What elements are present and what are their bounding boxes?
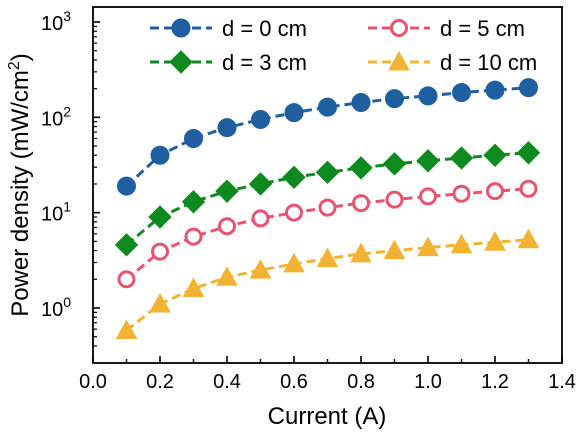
y-tick-base: 10: [41, 204, 63, 226]
data-point: [417, 236, 439, 257]
data-point: [249, 259, 272, 279]
x-tick-label: 0.0: [79, 371, 107, 393]
data-point: [382, 152, 407, 176]
data-point: [217, 118, 237, 138]
legend-label: d = 3 cm: [222, 50, 307, 75]
data-point: [285, 203, 303, 222]
data-point: [486, 182, 504, 201]
y-tick-exponent: 2: [63, 103, 71, 119]
x-tick-label: 0.2: [146, 371, 174, 393]
x-tick-label: 1.4: [548, 371, 576, 393]
data-point: [182, 277, 205, 298]
data-point: [216, 266, 238, 286]
series-layer: [114, 78, 541, 340]
y-tick-exponent: 3: [63, 8, 71, 24]
y-tick-exponent: 1: [63, 199, 71, 215]
y-tick-base: 10: [41, 299, 63, 321]
y-axis-label: Power density (mW/cm2): [6, 53, 34, 317]
data-point: [418, 86, 438, 106]
series-3: [115, 228, 540, 340]
legend-label: d = 10 cm: [440, 50, 537, 75]
data-point: [251, 109, 270, 129]
data-point: [385, 89, 404, 109]
data-point: [484, 231, 506, 251]
data-point: [115, 319, 138, 340]
data-point: [149, 293, 171, 313]
data-point: [385, 190, 404, 209]
y-tick-label: 103: [41, 8, 71, 35]
legend-item: d = 3 cm: [150, 50, 307, 75]
data-point: [215, 179, 239, 203]
legend-label: d = 0 cm: [222, 16, 307, 41]
data-point: [151, 242, 169, 261]
legend-marker: [171, 18, 191, 38]
data-point: [516, 141, 541, 165]
legend-marker: [169, 50, 193, 74]
data-point: [117, 176, 136, 196]
data-point: [483, 143, 507, 167]
legend-item: d = 5 cm: [368, 16, 525, 41]
legend-marker: [388, 50, 410, 71]
x-tick-label: 0.6: [280, 371, 308, 393]
x-tick-label: 0.8: [347, 371, 375, 393]
data-point: [318, 198, 337, 217]
data-point: [351, 93, 371, 113]
y-axis-label-close: ): [7, 53, 34, 61]
y-axis-label-main: Power density (mW/cm: [7, 70, 34, 317]
data-point: [184, 128, 203, 148]
data-point: [148, 205, 172, 229]
series-1: [117, 179, 538, 289]
data-point: [248, 172, 273, 196]
data-point: [114, 233, 139, 257]
data-point: [251, 209, 270, 228]
y-tick-exponent: 0: [63, 294, 71, 310]
data-point: [450, 233, 473, 254]
legend-item: d = 0 cm: [150, 16, 307, 41]
x-tick-label: 1.2: [481, 371, 509, 393]
data-point: [282, 165, 306, 189]
data-point: [352, 194, 370, 213]
data-point: [284, 103, 304, 123]
y-tick-label: 102: [41, 103, 71, 130]
y-tick-base: 10: [41, 13, 63, 35]
data-point: [350, 242, 372, 263]
series-2: [114, 141, 541, 257]
x-tick-label: 0.4: [213, 371, 241, 393]
data-point: [452, 184, 471, 203]
y-tick-base: 10: [41, 108, 63, 130]
data-point: [150, 145, 170, 165]
data-point: [452, 83, 471, 103]
series-0: [117, 78, 538, 196]
legend: d = 0 cm d = 5 cm d = 3 cm d = 10 cm: [150, 16, 537, 75]
data-point: [283, 252, 305, 273]
data-point: [318, 97, 337, 117]
data-point: [519, 179, 538, 198]
y-tick-label: 100: [41, 294, 71, 321]
data-point: [416, 149, 440, 173]
data-point: [517, 228, 540, 249]
data-point: [485, 80, 505, 100]
data-point: [419, 187, 437, 206]
legend-item: d = 10 cm: [368, 50, 537, 75]
data-point: [519, 78, 538, 98]
data-point: [315, 160, 340, 185]
y-tick-label: 101: [41, 199, 71, 226]
legend-marker: [390, 19, 408, 37]
data-point: [383, 239, 406, 260]
x-axis-label: Current (A): [268, 403, 387, 430]
x-axis: 0.0 0.2 0.4 0.6 0.8 1.0 1.2 1.4: [79, 356, 576, 393]
y-axis-label-superscript: 2: [6, 61, 23, 70]
data-point: [349, 156, 373, 180]
data-point: [184, 227, 203, 246]
data-point: [218, 217, 236, 236]
data-point: [449, 146, 474, 170]
legend-label: d = 5 cm: [440, 16, 525, 41]
data-point: [316, 247, 339, 268]
x-tick-label: 1.0: [414, 371, 442, 393]
data-point: [181, 190, 206, 214]
data-point: [117, 270, 136, 289]
